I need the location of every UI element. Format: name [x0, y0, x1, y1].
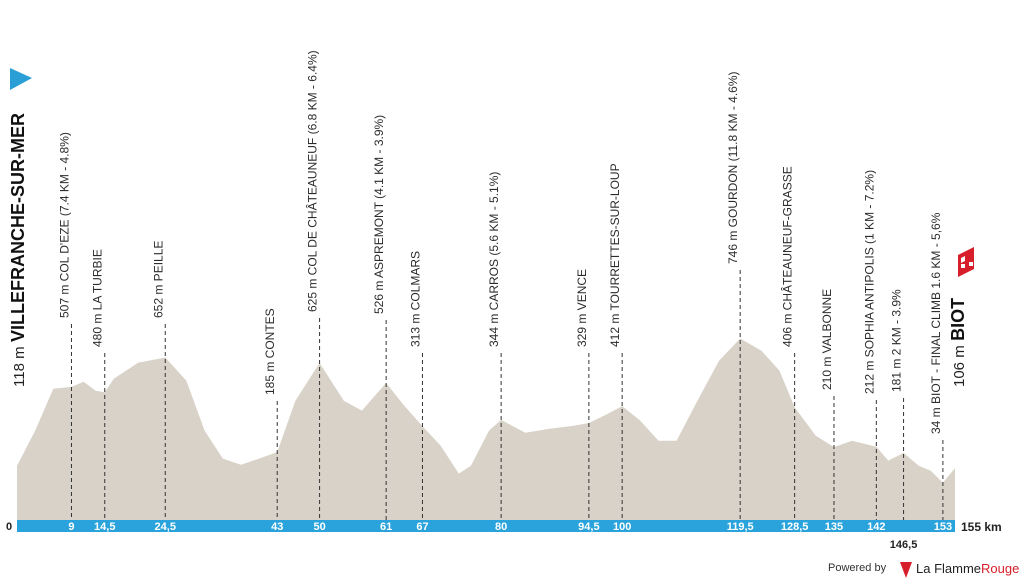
x-tick-label: 94,5 [578, 521, 599, 533]
x-tick-label: 61 [380, 521, 392, 533]
waypoint-label: 313 m COLMARS [408, 251, 422, 347]
x-tick-label: 142 [867, 521, 885, 533]
finish-label: 106 m BIOT [948, 298, 968, 387]
waypoint-label: 625 m COL DE CHÂTEAUNEUF (6.8 KM - 6.4%) [305, 50, 320, 312]
brand-icon [900, 562, 912, 578]
finish-flag [958, 247, 974, 277]
x-tick-label: 146,5 [890, 539, 918, 551]
waypoint-label: 507 m COL D'EZE (7.4 KM - 4.8%) [57, 132, 71, 318]
waypoint-label: 406 m CHÂTEAUNEUF-GRASSE [780, 166, 795, 347]
brand: La FlammeRouge [916, 561, 1019, 576]
waypoint-label: 185 m CONTES [263, 308, 277, 395]
waypoint-label: 210 m VALBONNE [820, 289, 834, 390]
waypoint-label: 746 m GOURDON (11.8 KM - 4.6%) [726, 72, 740, 265]
waypoint-label: 212 m SOPHIA ANTIPOLIS (1 KM - 7.2%) [862, 170, 876, 394]
x-tick-label: 14,5 [94, 521, 115, 533]
distance-bar [17, 520, 955, 532]
waypoint-label: 480 m LA TURBIE [91, 249, 105, 347]
x-tick-label: 50 [313, 521, 325, 533]
waypoint-label: 652 m PEILLE [151, 241, 165, 318]
x-tick-label: 43 [271, 521, 283, 533]
powered-by: Powered by [828, 562, 887, 574]
x-tick-label: 9 [68, 521, 74, 533]
start-label: 118 m VILLEFRANCHE-SUR-MER [8, 113, 28, 387]
x-tick-label: 135 [825, 521, 843, 533]
waypoint-label: 412 m TOURRETTES-SUR-LOUP [608, 163, 622, 347]
waypoint-label: 34 m BIOT - FINAL CLIMB 1.6 KM - 5,6% [929, 212, 943, 434]
x-tick-label: 119,5 [727, 521, 754, 533]
x-tick-label: 155 km [961, 520, 1002, 534]
start-icon [10, 68, 32, 90]
x-tick-label: 128,5 [781, 521, 809, 533]
profile-area [17, 338, 955, 520]
x-tick-label: 67 [416, 521, 428, 533]
x-tick-label: 0 [6, 521, 12, 533]
x-tick-label: 100 [613, 521, 631, 533]
x-tick-label: 80 [495, 521, 507, 533]
waypoint-label: 344 m CARROS (5.6 KM - 5.1%) [487, 172, 501, 347]
x-tick-label: 153 [934, 521, 952, 533]
waypoint-label: 526 m ASPREMONT (4.1 KM - 3.9%) [372, 115, 386, 314]
waypoint-label: 181 m 2 KM - 3.9% [890, 289, 904, 392]
waypoint-label: 329 m VENCE [575, 269, 589, 347]
x-tick-label: 24,5 [155, 521, 176, 533]
